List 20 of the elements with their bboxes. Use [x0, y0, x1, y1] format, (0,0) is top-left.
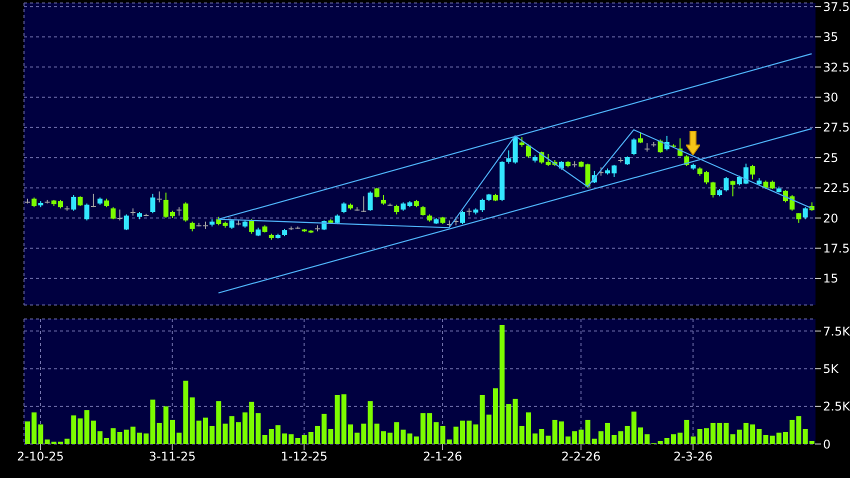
x-tick-label: 2-1-26: [422, 450, 462, 464]
y-tick-label: 30: [823, 90, 838, 104]
y-tick-label: 15: [823, 272, 838, 286]
x-tick-label: 3-11-25: [148, 450, 196, 464]
y-tick-label: 5K: [823, 362, 840, 376]
y-tick-label: 17.5: [823, 241, 850, 256]
y-tick-label: 0: [823, 437, 831, 452]
y-tick-label: 25: [823, 150, 838, 165]
y-tick-label: 37.5: [823, 0, 850, 14]
x-tick-label: 2-2-26: [561, 450, 601, 464]
y-tick-label: 2.5K: [823, 400, 850, 414]
y-tick-label: 27.5: [823, 120, 850, 135]
x-tick-label: 2-10-25: [17, 450, 64, 464]
y-tick-label: 32.5: [823, 60, 850, 74]
x-tick-label: 2-3-26: [673, 450, 713, 464]
y-tick-label: 35: [823, 30, 838, 44]
y-tick-label: 20: [823, 211, 838, 226]
y-tick-label: 7.5K: [823, 324, 850, 338]
y-tick-label: 22.5: [823, 181, 850, 196]
x-tick-label: 1-12-25: [280, 450, 328, 464]
